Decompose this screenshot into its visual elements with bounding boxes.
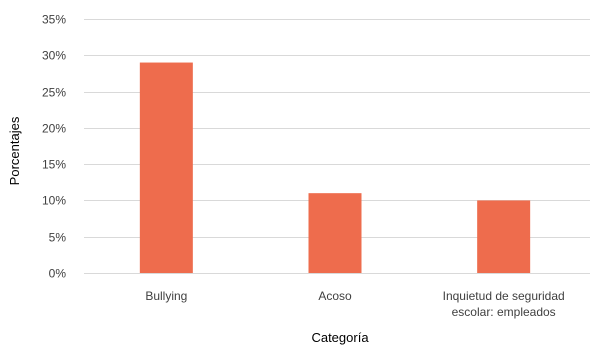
y-tick-label: 20%	[42, 122, 66, 136]
x-axis-title: Categoría	[311, 330, 369, 345]
y-tick-label: 35%	[42, 13, 66, 27]
bar	[308, 193, 362, 273]
x-tick-label: Bullying	[145, 289, 187, 303]
x-tick-label: Inquietud de seguridad escolar: empleados	[443, 289, 565, 319]
y-tick-label: 0%	[49, 267, 67, 281]
bar	[139, 62, 193, 273]
y-tick-label: 5%	[49, 231, 67, 245]
y-tick-label: 10%	[42, 194, 66, 208]
bar	[477, 200, 531, 273]
y-tick-label: 15%	[42, 158, 66, 172]
y-tick-label: 25%	[42, 86, 66, 100]
y-axis-title: Porcentajes	[7, 116, 22, 185]
y-tick-labels: 0% 5% 10% 15% 20% 25% 30% 35%	[42, 13, 66, 281]
bars	[139, 62, 531, 273]
x-tick-labels: Bullying Acoso Inquietud de seguridad escol…	[145, 289, 564, 319]
x-tick-label: Acoso	[318, 289, 352, 303]
y-tick-label: 30%	[42, 49, 66, 63]
